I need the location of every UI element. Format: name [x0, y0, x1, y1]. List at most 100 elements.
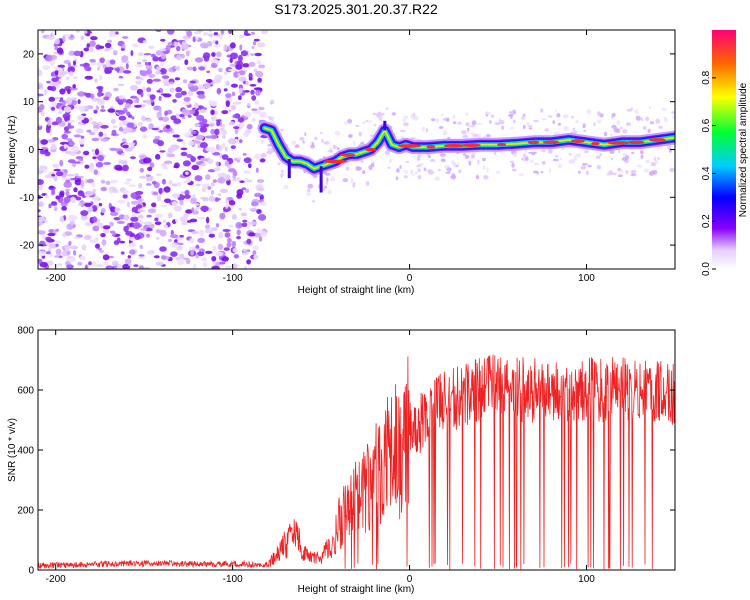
- noise-speck: [73, 58, 77, 61]
- noise-speck: [189, 237, 195, 244]
- noise-speck: [84, 75, 94, 80]
- noise-speck: [50, 106, 56, 111]
- noise-speck: [176, 54, 182, 61]
- ridge-hotspot: [323, 159, 347, 164]
- noise-speck: [55, 243, 59, 247]
- noise-speck: [197, 94, 206, 99]
- noise-speck: [222, 229, 231, 232]
- noise-speck: [202, 32, 209, 36]
- noise-speck: [376, 112, 382, 118]
- noise-speck: [89, 239, 98, 244]
- noise-speck: [89, 58, 96, 63]
- noise-speck: [101, 105, 105, 109]
- noise-speck: [54, 69, 59, 76]
- noise-speck: [446, 117, 450, 123]
- noise-speck: [112, 125, 118, 129]
- noise-speck: [67, 159, 76, 164]
- noise-speck: [162, 166, 169, 170]
- noise-speck: [181, 108, 188, 115]
- noise-speck: [438, 126, 444, 129]
- noise-speck: [118, 126, 124, 132]
- noise-speck: [654, 155, 657, 158]
- noise-speck: [143, 157, 152, 164]
- noise-speck: [251, 118, 256, 122]
- noise-speck: [200, 157, 206, 162]
- noise-speck: [195, 35, 199, 41]
- noise-speck: [63, 196, 71, 204]
- noise-speck: [224, 232, 231, 238]
- noise-speck: [255, 89, 261, 96]
- noise-speck: [486, 167, 489, 173]
- noise-speck: [161, 163, 167, 167]
- noise-speck: [477, 159, 480, 165]
- noise-speck: [471, 153, 475, 159]
- noise-speck: [494, 122, 500, 126]
- noise-speck: [325, 181, 328, 185]
- noise-speck: [403, 122, 409, 127]
- noise-speck: [149, 162, 155, 169]
- noise-speck: [192, 36, 196, 43]
- noise-speck: [511, 168, 517, 172]
- noise-speck: [75, 175, 84, 179]
- colorbar-tick-label: 0.6: [701, 118, 712, 132]
- noise-speck: [283, 184, 289, 190]
- noise-speck: [208, 33, 214, 38]
- noise-speck: [152, 56, 159, 62]
- noise-speck: [216, 51, 222, 58]
- noise-speck: [219, 212, 226, 220]
- noise-speck: [232, 101, 241, 105]
- noise-speck: [212, 151, 221, 156]
- noise-speck: [252, 250, 257, 256]
- noise-speck: [231, 213, 237, 220]
- noise-speck: [198, 216, 206, 220]
- spectrogram-noise: [38, 30, 675, 269]
- noise-speck: [105, 180, 111, 186]
- noise-speck: [210, 134, 218, 140]
- noise-speck: [46, 139, 56, 143]
- colorbar-label: Normalized spectral amplitude: [738, 82, 749, 217]
- y-tick-label: -10: [20, 193, 35, 204]
- noise-speck: [73, 236, 80, 240]
- noise-speck: [109, 59, 116, 65]
- noise-speck: [147, 208, 157, 214]
- noise-speck: [228, 168, 236, 173]
- noise-speck: [229, 52, 239, 60]
- noise-speck: [98, 131, 104, 137]
- noise-speck: [435, 118, 439, 123]
- noise-speck: [358, 166, 362, 171]
- noise-speck: [38, 68, 41, 71]
- noise-speck: [51, 143, 57, 150]
- noise-speck: [99, 45, 105, 49]
- noise-speck: [73, 134, 82, 138]
- noise-speck: [556, 113, 561, 118]
- noise-speck: [138, 183, 143, 189]
- noise-speck: [86, 178, 95, 184]
- noise-speck: [65, 76, 70, 81]
- noise-speck: [213, 32, 219, 36]
- noise-speck: [85, 92, 92, 98]
- noise-speck: [153, 255, 160, 259]
- noise-speck: [540, 108, 544, 113]
- y-tick-label: 0: [28, 566, 34, 577]
- noise-speck: [186, 30, 193, 37]
- noise-speck: [194, 57, 204, 63]
- noise-speck: [40, 110, 45, 117]
- noise-speck: [625, 170, 629, 174]
- noise-speck: [86, 43, 90, 48]
- noise-speck: [227, 237, 232, 244]
- noise-speck: [180, 43, 187, 50]
- noise-speck: [143, 53, 152, 56]
- noise-speck: [50, 59, 55, 67]
- noise-speck: [542, 160, 546, 165]
- noise-speck: [216, 120, 221, 127]
- noise-speck: [155, 70, 162, 75]
- noise-speck: [179, 253, 185, 260]
- noise-speck: [314, 136, 318, 141]
- noise-speck: [207, 169, 216, 173]
- noise-speck: [440, 113, 444, 117]
- noise-speck: [110, 211, 119, 216]
- noise-speck: [270, 99, 275, 104]
- noise-speck: [630, 173, 637, 177]
- noise-speck: [399, 165, 402, 170]
- noise-speck: [191, 164, 200, 171]
